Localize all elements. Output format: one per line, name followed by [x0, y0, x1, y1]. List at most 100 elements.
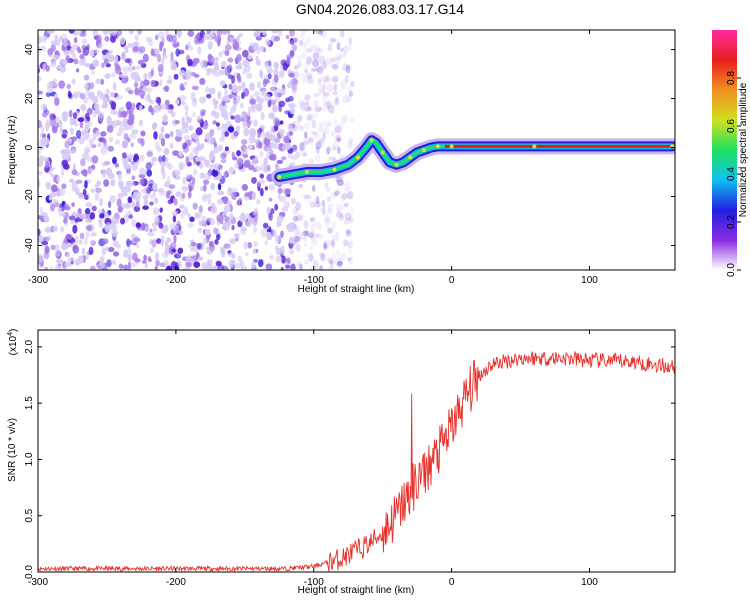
noise-speckle — [310, 223, 316, 232]
noise-speckle — [238, 32, 244, 38]
noise-speckle — [172, 224, 180, 234]
noise-speckle — [199, 162, 204, 169]
noise-speckle — [128, 180, 135, 187]
noise-speckle — [324, 216, 331, 224]
spectrogram-frame — [37, 29, 676, 271]
noise-speckle — [281, 145, 288, 151]
noise-speckle — [260, 111, 265, 121]
noise-speckle — [256, 47, 261, 55]
noise-speckle — [203, 184, 207, 192]
noise-speckle — [45, 181, 51, 190]
noise-speckle — [47, 48, 53, 56]
noise-speckle — [38, 179, 41, 188]
noise-speckle — [112, 156, 117, 165]
noise-speckle — [77, 255, 84, 264]
noise-speckle — [127, 261, 132, 270]
noise-speckle — [207, 53, 213, 62]
noise-speckle — [319, 206, 326, 213]
noise-speckle — [84, 62, 91, 68]
noise-speckle — [309, 216, 315, 222]
noise-speckle — [295, 243, 301, 253]
noise-speckle — [344, 212, 352, 221]
noise-speckle — [229, 213, 234, 220]
noise-speckle — [348, 37, 353, 45]
noise-speckle — [324, 181, 329, 189]
noise-speckle — [80, 158, 86, 167]
noise-speckle — [265, 146, 273, 154]
noise-speckle — [324, 242, 330, 251]
noise-speckle — [315, 30, 323, 34]
noise-speckle — [159, 161, 167, 167]
noise-speckle — [217, 190, 225, 196]
noise-speckle — [202, 59, 208, 67]
noise-speckle — [298, 183, 303, 189]
noise-speckle — [330, 100, 336, 108]
noise-speckle — [317, 88, 323, 95]
noise-speckle — [203, 237, 208, 245]
noise-speckle — [303, 122, 311, 130]
noise-speckle — [92, 30, 99, 37]
noise-speckle — [172, 34, 177, 44]
noise-speckle — [305, 37, 312, 44]
noise-speckle — [208, 87, 216, 95]
noise-speckle — [294, 121, 301, 130]
noise-speckle — [317, 66, 324, 75]
spectrogram-heatmap — [38, 30, 675, 270]
x-tick-label: -100 — [304, 275, 324, 286]
noise-speckle — [281, 156, 287, 161]
noise-speckle — [327, 104, 335, 114]
noise-speckle — [149, 247, 155, 254]
noise-speckle — [230, 115, 235, 120]
noise-speckle — [260, 163, 267, 172]
noise-speckle — [106, 259, 112, 267]
noise-speckle — [214, 165, 219, 171]
noise-speckle — [308, 232, 315, 239]
noise-speckle — [42, 211, 47, 219]
noise-speckle — [63, 203, 70, 211]
noise-speckle — [157, 53, 162, 63]
noise-speckle — [315, 141, 322, 150]
noise-speckle — [312, 259, 319, 268]
noise-speckle — [227, 57, 234, 63]
noise-speckle — [120, 110, 128, 118]
noise-speckle — [273, 35, 281, 42]
noise-speckle — [334, 235, 340, 241]
noise-speckle — [77, 208, 82, 215]
noise-speckle — [90, 49, 95, 58]
noise-speckle — [348, 37, 353, 47]
noise-speckle — [199, 77, 206, 85]
noise-speckle — [57, 207, 62, 213]
noise-speckle — [273, 74, 279, 83]
noise-speckle — [99, 261, 105, 269]
noise-speckle — [322, 82, 327, 89]
noise-speckle — [250, 107, 256, 113]
noise-speckle — [78, 192, 85, 200]
noise-speckle — [219, 246, 227, 255]
noise-speckle — [335, 231, 339, 237]
noise-speckle — [331, 234, 336, 240]
noise-speckle — [76, 68, 80, 73]
noise-speckle — [322, 106, 327, 112]
noise-speckle — [227, 221, 232, 227]
noise-speckle — [291, 77, 298, 87]
noise-speckle — [118, 73, 124, 78]
noise-speckle — [298, 142, 304, 150]
noise-speckle — [161, 190, 166, 197]
noise-speckle — [315, 105, 322, 113]
noise-speckle — [105, 88, 110, 95]
noise-speckle — [293, 226, 301, 235]
noise-speckle — [277, 30, 283, 37]
noise-speckle — [206, 193, 212, 199]
x-tick-label: 0 — [449, 275, 455, 286]
noise-speckle — [311, 119, 317, 129]
noise-speckle — [263, 78, 270, 85]
noise-speckle — [172, 150, 180, 157]
noise-speckle — [347, 242, 353, 250]
noise-speckle — [48, 170, 52, 175]
noise-speckle — [348, 249, 353, 254]
noise-speckle — [53, 78, 57, 87]
noise-speckle — [41, 133, 47, 139]
noise-speckle — [154, 141, 160, 150]
snr-panel: -300 -200 -100 0 100 0.0 0.5 1.0 1.5 2.0 Height o… — [7, 329, 676, 596]
noise-speckle — [323, 241, 327, 251]
